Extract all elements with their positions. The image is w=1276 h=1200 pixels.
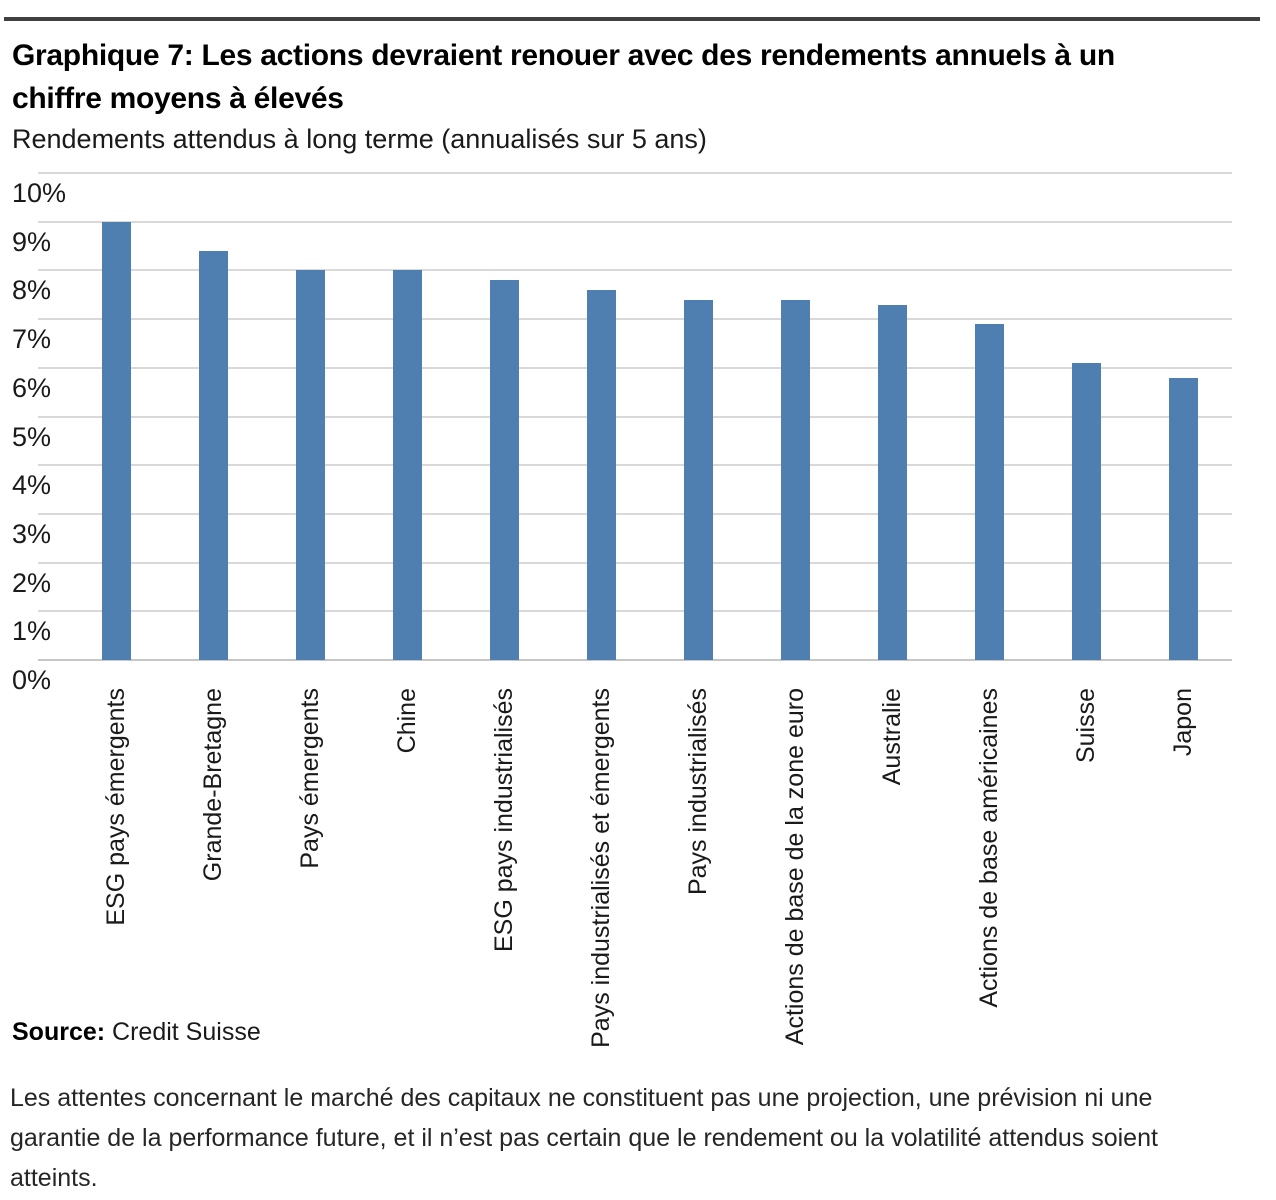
bar-12 — [1169, 377, 1198, 660]
bar-slot — [844, 173, 941, 660]
x-axis-label-slot: ESG pays industrialisés — [456, 688, 553, 1020]
chart-title: Graphique 7: Les actions devraient renou… — [12, 34, 1264, 120]
bar-slot — [650, 173, 747, 660]
chart-title-line-2: chiffre moyens à élevés — [12, 82, 344, 115]
bar-slot — [941, 173, 1038, 660]
plot-area: 0% 1% 2% 3% 4% 5% 6% 7% 8% 9% 10% — [12, 172, 1232, 695]
x-axis-label: Pays industrialisés et émergents — [587, 688, 615, 1048]
x-axis-label-slot: Actions de base américaines — [941, 688, 1038, 1020]
bar-slot — [1038, 173, 1135, 660]
x-axis-label: Japon — [1169, 688, 1197, 757]
x-axis-label: ESG pays émergents — [102, 688, 130, 926]
x-axis-label-slot: Suisse — [1038, 688, 1135, 1020]
bar-11 — [1072, 362, 1101, 660]
gridline — [38, 220, 1232, 223]
x-axis-label-slot: Japon — [1135, 688, 1232, 1020]
x-axis-label-slot: Chine — [359, 688, 456, 1020]
disclaimer-line-3: atteints. — [10, 1164, 98, 1192]
y-axis-tick-label: 4% — [12, 470, 52, 501]
chart-title-line-1: Graphique 7: Les actions devraient renou… — [12, 39, 1115, 72]
gridline — [38, 610, 1232, 613]
x-axis-label-slot: Pays industrialisés — [650, 688, 747, 1020]
x-axis-label: ESG pays industrialisés — [490, 688, 518, 953]
gridline — [38, 172, 1232, 174]
gridline — [38, 561, 1232, 564]
gridline — [38, 318, 1232, 321]
bar-slot — [68, 173, 165, 660]
gridline — [38, 415, 1232, 418]
y-axis-tick-label: 6% — [12, 372, 52, 403]
x-axis-label: Actions de base américaines — [975, 688, 1003, 1008]
bar-slot — [262, 173, 359, 660]
bars-row — [38, 173, 1232, 660]
disclaimer-text: Les attentes concernant le marché des ca… — [10, 1078, 1266, 1198]
y-axis-tick-label: 5% — [12, 421, 52, 452]
bar-slot — [747, 173, 844, 660]
source-line: Source: Credit Suisse — [12, 1018, 261, 1047]
bar-6 — [587, 289, 616, 660]
y-axis-tick-label: 8% — [12, 275, 52, 306]
bar-4 — [393, 270, 422, 660]
y-axis-tick-label: 0% — [12, 665, 52, 695]
x-axis-label-slot: Grande-Bretagne — [165, 688, 262, 1020]
y-axis-tick-label: 10% — [12, 178, 67, 208]
y-axis-tick-label: 7% — [12, 324, 52, 355]
bar-slot — [1135, 173, 1232, 660]
bar-slot — [553, 173, 650, 660]
source-value: Credit Suisse — [112, 1018, 261, 1046]
x-axis-label: Suisse — [1072, 688, 1100, 764]
gridline — [38, 269, 1232, 272]
x-axis-label: Grande-Bretagne — [199, 688, 227, 882]
x-axis-label: Pays industrialisés — [684, 688, 712, 896]
top-rule — [4, 17, 1260, 21]
bar-7 — [684, 299, 713, 660]
y-axis-tick-label: 3% — [12, 518, 52, 549]
disclaimer-line-2: garantie de la performance future, et il… — [10, 1124, 1158, 1152]
x-axis-label: Pays émergents — [296, 688, 324, 869]
bar-5 — [490, 280, 519, 660]
x-axis-label-slot: Australie — [844, 688, 941, 1020]
x-axis-label-slot: Pays industrialisés et émergents — [553, 688, 650, 1048]
x-axis-label-slot: ESG pays émergents — [68, 688, 165, 1020]
bar-1 — [102, 221, 131, 660]
bar-10 — [975, 323, 1004, 660]
gridline — [38, 464, 1232, 467]
y-axis-tick-label: 1% — [12, 616, 52, 647]
gridline — [38, 366, 1232, 369]
chart-subtitle: Rendements attendus à long terme (annual… — [12, 124, 707, 154]
bar-2 — [199, 250, 228, 660]
x-axis-label: Australie — [878, 688, 906, 786]
x-axis-labels: ESG pays émergents Grande-Bretagne Pays ém… — [38, 688, 1232, 1048]
x-axis-label: Chine — [393, 688, 421, 754]
bar-3 — [296, 270, 325, 660]
y-axis-tick-label: 2% — [12, 567, 52, 598]
y-axis-tick-label: 9% — [12, 226, 52, 257]
bar-chart: 0% 1% 2% 3% 4% 5% 6% 7% 8% 9% 10% ESG pays émergen… — [12, 172, 1232, 1048]
source-label: Source: — [12, 1018, 106, 1046]
bar-slot — [359, 173, 456, 660]
x-axis-label-slot: Pays émergents — [262, 688, 359, 1020]
bar-9 — [878, 304, 907, 660]
gridline — [38, 512, 1232, 515]
bar-slot — [165, 173, 262, 660]
x-axis-baseline — [38, 659, 1232, 661]
bar-slot — [456, 173, 553, 660]
x-axis-label: Actions de base de la zone euro — [781, 688, 809, 1046]
x-axis-label-slot: Actions de base de la zone euro — [747, 688, 844, 1045]
bar-8 — [781, 299, 810, 660]
disclaimer-line-1: Les attentes concernant le marché des ca… — [10, 1084, 1153, 1112]
